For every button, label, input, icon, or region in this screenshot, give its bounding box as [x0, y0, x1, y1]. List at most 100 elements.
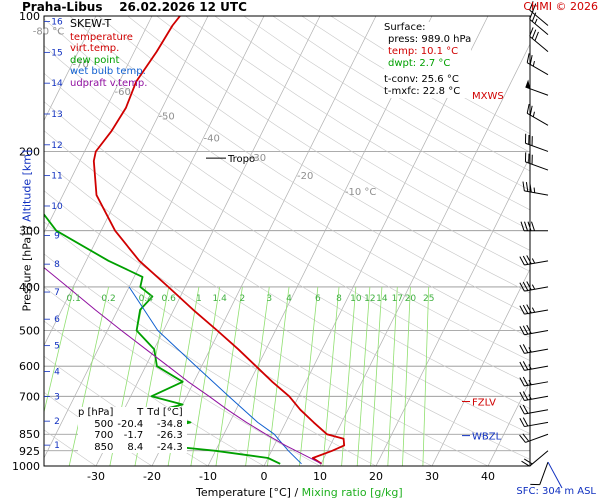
y-axis-title-sep: /: [20, 221, 34, 233]
legend-title: SKEW-T: [70, 17, 112, 30]
temperature-curve: [92, 16, 346, 465]
altitude-tick-label: 3: [54, 393, 60, 403]
surface-dewpoint: dwpt: 2.7 °C: [388, 58, 451, 69]
wind-barb: [519, 404, 549, 415]
surface-pressure: press: 989.0 hPa: [388, 34, 472, 45]
pressure-tick-label: 400: [19, 281, 40, 294]
dry-adiabat-line: [44, 45, 530, 361]
surface-pointer: [547, 461, 563, 489]
table-row: 700 -1.7 -26.3: [78, 430, 187, 442]
isotherm-line: [95, 16, 321, 466]
wind-barb: [529, 1, 549, 26]
altitude-tick-label: 15: [51, 48, 62, 58]
mixing-ratio-label: 0.6: [162, 294, 177, 304]
surface-info: Surface: press: 989.0 hPa temp: 10.1 °C …: [384, 22, 472, 98]
altitude-tick-label: 8: [54, 260, 60, 270]
dry-adiabat-line: [44, 429, 97, 466]
mixing-ratio-label: 20: [405, 294, 417, 304]
dry-adiabat-line: [44, 101, 530, 409]
temperature-tick-label: -20: [143, 470, 161, 483]
max-wind-label: MXWS: [472, 91, 504, 102]
mixing-ratio-line: [215, 286, 243, 466]
temperature-tick-label: -10: [199, 470, 217, 483]
dry-adiabat-line: [156, 16, 530, 251]
stability-header-row: p [hPa] T Td [°C]: [78, 407, 187, 419]
dry-adiabat-line: [44, 72, 530, 385]
mixing-ratio-label: 14: [376, 294, 388, 304]
surface-elevation-label: SFC: 304 m ASL: [516, 486, 596, 497]
level-markers: Tropo MXWS FZLV WBZL: [206, 91, 504, 443]
mixing-ratio-line: [341, 286, 357, 466]
temperature-tick-label: 10: [313, 470, 327, 483]
x-axis-title-mixing: Mixing ratio [g/kg]: [301, 486, 403, 499]
pressure-tick-label: 200: [19, 145, 40, 158]
dry-adiabat-line: [127, 16, 530, 272]
isotherm-label: -70: [72, 59, 88, 70]
wind-barb: [524, 133, 549, 152]
tropopause-label: Tropo: [227, 154, 255, 165]
legend-item-temperature: temperature: [70, 31, 133, 43]
mixing-ratio-line: [322, 286, 340, 466]
mixing-ratio-label: 0.2: [101, 294, 115, 304]
isotherm-line: [151, 16, 377, 466]
surface-tconv: t-conv: 25.6 °C: [384, 74, 459, 85]
table-row: 500 -20.4 -34.8: [78, 419, 187, 431]
cell-dewpoint: -34.8: [156, 418, 183, 430]
wind-barb: [520, 221, 548, 232]
mixing-ratio-label: 3: [266, 294, 272, 304]
mixing-ratio-line: [356, 286, 371, 466]
cell-temp: -20.4: [117, 418, 144, 430]
pressure-tick-label: 300: [19, 225, 40, 238]
wind-barb: [524, 152, 549, 171]
legend-item-updraft: udpraft v.temp.: [70, 77, 148, 89]
altitude-tick-label: 1: [54, 441, 60, 451]
dry-adiabat-line: [185, 16, 530, 231]
mixing-ratio-label: 12: [364, 294, 375, 304]
station-title: Praha-Libus 26.02.2026 12 UTC: [22, 0, 247, 14]
sounding-datetime: 26.02.2026 12 UTC: [119, 0, 247, 14]
wind-barb: [526, 53, 549, 76]
pressure-tick-label: 925: [19, 445, 40, 458]
legend: SKEW-T temperature virt.temp. dew point …: [70, 18, 147, 89]
wind-barb: [529, 10, 549, 36]
cell-temp: 8.4: [127, 441, 144, 453]
cell-pressure: 700: [94, 430, 114, 441]
mixing-ratio-label: 2: [240, 294, 246, 304]
table-row: 850 8.4 -24.3: [78, 442, 187, 454]
isotherm-label: -60: [115, 87, 131, 98]
dry-adiabat-line: [44, 253, 377, 466]
col-header-pressure: p [hPa]: [78, 407, 114, 418]
wind-barb: [525, 79, 549, 96]
isotherm-label: -30: [250, 153, 266, 164]
mixing-ratio-label: 8: [336, 294, 342, 304]
mixing-ratio-label: 0.1: [67, 294, 81, 304]
isotherm-line: [44, 16, 209, 347]
mixing-ratio-line: [298, 286, 319, 466]
isotherm-line: [44, 16, 265, 459]
altitude-tick-label: 4: [54, 367, 60, 377]
altitude-tick-label: 11: [51, 172, 62, 182]
pressure-tick-label: 600: [19, 360, 40, 373]
mixing-ratio-label: 1: [196, 294, 202, 304]
freezing-level-label: FZLV: [472, 398, 496, 409]
isotherm-label: -50: [158, 112, 174, 123]
wind-barb: [519, 304, 549, 315]
wind-barb: [519, 433, 549, 443]
dry-adiabat-line: [44, 320, 265, 466]
wind-barb: [519, 281, 549, 292]
pressure-tick-label: 1000: [12, 460, 40, 473]
cell-dewpoint: -26.3: [156, 430, 183, 441]
wind-barb: [519, 391, 549, 401]
mixing-ratio-line: [190, 286, 221, 466]
temperature-tick-label: 20: [369, 470, 383, 483]
isotherm-line: [375, 155, 530, 466]
mixing-ratio-line: [387, 286, 398, 466]
dry-adiabat-line: [44, 159, 530, 460]
y-axis-title-pressure: Pressure [hPa]: [20, 232, 34, 312]
mixing-ratio-line: [68, 286, 109, 466]
x-axis-title-sep: /: [290, 486, 302, 499]
mixing-ratio-line: [370, 286, 383, 466]
wind-barb: [522, 181, 549, 196]
pressure-tick-label: 850: [19, 428, 40, 441]
wind-barb: [526, 103, 549, 126]
